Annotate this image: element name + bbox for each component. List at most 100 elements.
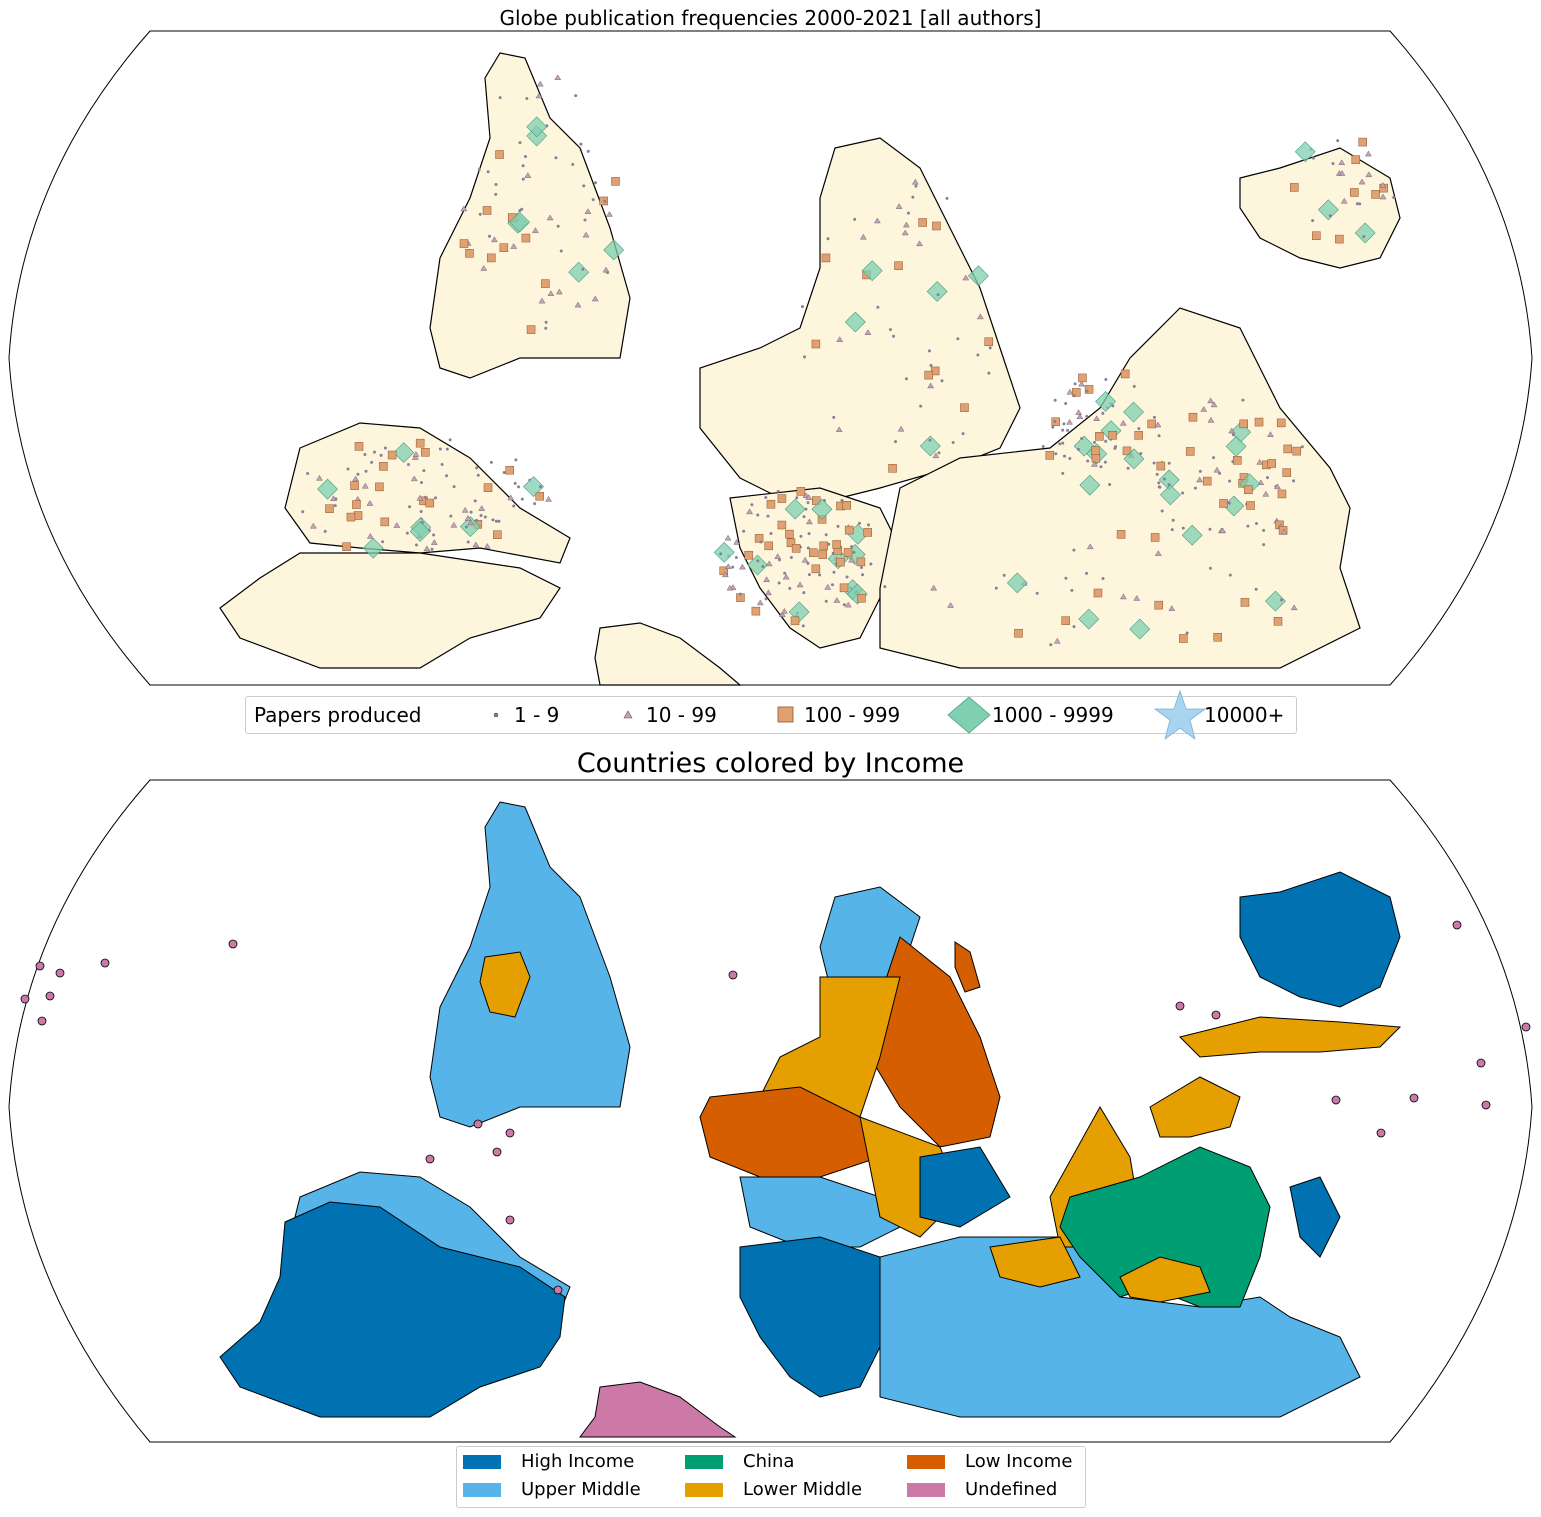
undefined-island-marker xyxy=(1481,1100,1491,1110)
dot-marker xyxy=(306,472,310,476)
square-marker xyxy=(354,442,364,451)
dot-marker xyxy=(802,591,806,595)
square-marker xyxy=(818,550,827,559)
square-marker xyxy=(535,491,544,501)
dot-marker xyxy=(1061,471,1065,475)
country-regions xyxy=(219,801,1402,1438)
triangle-marker xyxy=(1196,476,1203,483)
dot-marker xyxy=(1198,469,1202,473)
dot-marker xyxy=(1051,425,1055,429)
undefined-island-marker xyxy=(1521,1022,1531,1032)
square-marker xyxy=(1147,419,1156,429)
diamond-marker xyxy=(1123,401,1145,423)
square-marker xyxy=(932,221,941,231)
dot-marker xyxy=(824,599,828,603)
dot-marker xyxy=(1076,447,1080,451)
undefined-island-marker xyxy=(1376,1128,1386,1138)
dot-marker xyxy=(556,224,560,228)
dot-marker xyxy=(405,531,409,535)
diamond-marker xyxy=(393,442,415,464)
dot-marker xyxy=(994,586,998,590)
square-marker xyxy=(1292,446,1302,456)
diamond-marker xyxy=(509,211,530,233)
dot-marker xyxy=(719,552,723,556)
star-marker-icon xyxy=(1153,689,1207,740)
square-marker xyxy=(1122,446,1132,456)
region-lower-middle-au xyxy=(479,951,531,1018)
triangle-marker xyxy=(781,607,788,614)
dot-marker xyxy=(1101,576,1105,580)
region-africa-north xyxy=(739,1176,901,1248)
triangle-marker xyxy=(805,494,813,500)
triangle-marker xyxy=(535,92,543,99)
undefined-island-marker xyxy=(1476,1058,1486,1068)
square-marker xyxy=(836,557,845,567)
dot-marker xyxy=(473,499,477,503)
dot-marker xyxy=(333,504,337,508)
square-marker xyxy=(924,370,933,380)
square-marker xyxy=(1045,451,1055,460)
undefined-island-marker xyxy=(1211,1010,1221,1020)
dot-marker xyxy=(479,513,483,517)
dot-marker xyxy=(1328,214,1332,218)
dot-marker xyxy=(372,450,376,454)
dot-marker xyxy=(1331,162,1335,166)
triangle-marker xyxy=(423,545,431,552)
dot-marker xyxy=(1311,156,1315,160)
diamond-marker xyxy=(362,537,384,559)
square-marker xyxy=(346,512,356,522)
square-marker xyxy=(1061,616,1070,625)
region-australia xyxy=(429,801,631,1128)
income-map xyxy=(8,779,1533,1443)
diamond-marker xyxy=(784,498,806,520)
region-antarctica xyxy=(579,1381,737,1438)
dot-marker xyxy=(469,510,473,514)
undefined-island-marker xyxy=(55,968,65,978)
triangle-marker xyxy=(1267,431,1274,437)
undefined-island-marker xyxy=(45,991,55,1001)
square-marker xyxy=(1084,385,1094,394)
diamond-marker xyxy=(811,498,833,520)
swatch-upper-middle xyxy=(463,1483,501,1497)
square-marker xyxy=(499,243,509,252)
region-china xyxy=(1059,1146,1271,1308)
triangle-marker xyxy=(1365,171,1373,178)
dot-marker xyxy=(1053,398,1057,402)
triangle-marker xyxy=(1066,388,1074,395)
diamond-marker xyxy=(1354,222,1376,244)
dot-marker xyxy=(483,515,487,519)
dot-marker xyxy=(1212,456,1216,460)
dot-marker xyxy=(494,183,498,187)
dot-marker xyxy=(370,460,374,464)
dot-marker xyxy=(1126,466,1130,470)
dot-marker xyxy=(807,532,811,536)
dot-marker xyxy=(422,469,426,473)
triangle-marker xyxy=(352,475,359,482)
triangle-marker xyxy=(746,508,753,515)
square-marker xyxy=(352,500,361,509)
triangle-marker xyxy=(467,519,475,526)
square-marker xyxy=(505,465,514,475)
triangle-marker xyxy=(330,495,337,501)
dot-marker xyxy=(945,196,949,200)
dot-marker xyxy=(1085,571,1089,575)
square-marker xyxy=(1290,183,1299,192)
swatch-china xyxy=(685,1455,723,1469)
triangle-marker xyxy=(1379,193,1387,200)
square-marker xyxy=(1156,461,1166,471)
square-marker xyxy=(1154,600,1163,610)
dot-marker xyxy=(806,501,810,505)
dot-marker xyxy=(1262,543,1266,547)
dot-marker xyxy=(914,184,918,188)
legend-entry-10-99: 10 - 99 xyxy=(646,703,717,727)
dot-marker xyxy=(1171,518,1175,522)
dot-marker xyxy=(1137,427,1141,431)
square-marker xyxy=(1108,431,1117,440)
triangle-marker xyxy=(536,80,544,87)
dot-marker xyxy=(1058,442,1062,446)
square-marker xyxy=(984,337,993,347)
dot-marker xyxy=(1101,411,1105,415)
triangle-marker xyxy=(524,172,532,178)
diamond-marker xyxy=(1073,435,1095,457)
dot-marker xyxy=(606,271,610,275)
